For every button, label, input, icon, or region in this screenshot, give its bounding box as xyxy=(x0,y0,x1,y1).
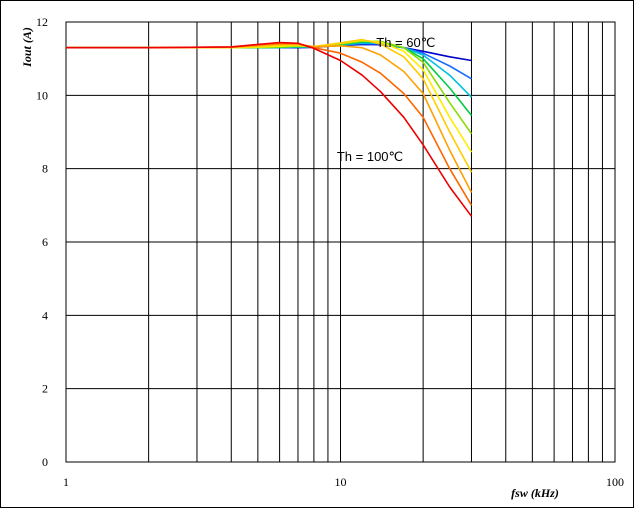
tick-labels: 0 2 4 6 8 10 12 1 10 100 xyxy=(36,15,624,489)
y-tick-label: 10 xyxy=(36,88,48,102)
series-line-8 xyxy=(66,43,473,193)
series-line-10 xyxy=(66,41,473,217)
annotation-label: Th = 100℃ xyxy=(337,149,403,164)
y-tick-label: 0 xyxy=(42,455,48,469)
series-lines xyxy=(66,38,473,217)
y-axis-title: Iout (A) xyxy=(20,27,34,68)
series-line-9 xyxy=(66,42,473,206)
annotations: Th = 60℃ Th = 100℃ xyxy=(337,35,435,164)
grid xyxy=(66,22,615,462)
y-tick-label: 2 xyxy=(42,382,48,396)
y-tick-label: 8 xyxy=(42,162,48,176)
x-axis-title: fsw (kHz) xyxy=(511,486,559,500)
annotation-label: Th = 60℃ xyxy=(376,35,435,50)
x-tick-label: 100 xyxy=(606,475,624,489)
series-line-7 xyxy=(66,38,473,173)
x-tick-label: 1 xyxy=(63,475,69,489)
series-line-5 xyxy=(66,40,473,135)
series-line-6 xyxy=(66,39,473,153)
x-tick-label: 10 xyxy=(335,475,347,489)
plot-area xyxy=(65,21,616,463)
y-tick-label: 6 xyxy=(42,235,48,249)
y-tick-label: 4 xyxy=(42,308,48,322)
y-tick-label: 12 xyxy=(36,15,48,29)
